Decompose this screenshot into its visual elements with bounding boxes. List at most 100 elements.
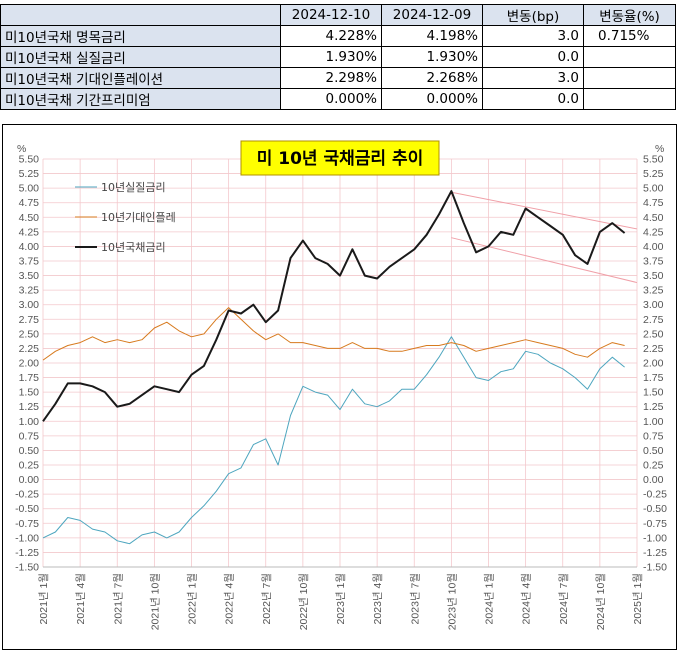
x-tick-label: 2022년 4월 xyxy=(224,573,236,624)
y-tick-label-right: 1.00 xyxy=(643,416,664,428)
header-cell-date-previous: 2024-12-09 xyxy=(381,4,483,26)
x-tick-label: 2022년 1월 xyxy=(187,573,199,624)
y-tick-label-right: -0.75 xyxy=(643,518,667,530)
y-unit-left: % xyxy=(17,143,26,155)
grid xyxy=(42,158,638,568)
legend: 10년실질금리 10년기대인플레 10년국채금리 xyxy=(75,181,176,254)
y-tick-label-left: 0.25 xyxy=(19,460,40,472)
row-value-previous: 1.930% xyxy=(381,46,483,68)
row-change-pct xyxy=(583,88,676,110)
series-line xyxy=(42,190,626,422)
row-value-previous: 0.000% xyxy=(381,88,483,110)
row-change-bp: 3.0 xyxy=(482,67,584,89)
y-tick-label-right: -1.00 xyxy=(643,532,667,544)
x-tick-label: 2022년 10월 xyxy=(298,573,310,630)
y-tick-label-right: -1.25 xyxy=(643,547,667,559)
x-tick-label: 2021년 4월 xyxy=(75,573,87,624)
row-value-previous: 2.268% xyxy=(381,67,483,89)
legend-label: 10년기대인플레 xyxy=(101,211,176,224)
row-value-current: 4.228% xyxy=(280,25,382,47)
y-axis-right: -1.50 -1.25 -1.00 -0.75 -0.50 -0.25 0.00 0.25 0.… xyxy=(643,154,667,574)
y-tick-label-right: 4.00 xyxy=(643,241,664,253)
y-tick-label-right: 2.75 xyxy=(643,314,664,326)
header-cell-change-bp: 변동(bp) xyxy=(482,4,584,26)
y-tick-label-left: 4.75 xyxy=(19,197,40,209)
y-tick-label-left: 4.25 xyxy=(19,226,40,238)
y-tick-label-right: 3.75 xyxy=(643,256,664,268)
y-tick-label-right: 3.50 xyxy=(643,270,664,282)
y-tick-label-left: -1.25 xyxy=(15,547,39,559)
y-tick-label-left: -0.25 xyxy=(15,489,39,501)
series-line xyxy=(42,336,625,545)
legend-label: 10년국채금리 xyxy=(101,241,166,254)
row-change-pct xyxy=(583,46,676,68)
y-tick-label-right: 3.00 xyxy=(643,299,664,311)
row-change-bp: 3.0 xyxy=(482,25,584,47)
row-value-previous: 4.198% xyxy=(381,25,483,47)
series-line xyxy=(42,307,625,361)
y-tick-label-right: 4.50 xyxy=(643,212,664,224)
y-tick-label-right: 1.75 xyxy=(643,372,664,384)
chart-title-text: 미 10년 국채금리 추이 xyxy=(257,149,424,169)
y-tick-label-right: 5.00 xyxy=(643,183,664,195)
rate-summary-table: 2024-12-10 2024-12-09 변동(bp) 변동율(%) 미10년… xyxy=(0,4,676,110)
y-tick-label-right: 1.50 xyxy=(643,387,664,399)
y-tick-label-left: 1.50 xyxy=(19,387,40,399)
y-tick-label-left: 0.75 xyxy=(19,430,40,442)
header-cell-date-current: 2024-12-10 xyxy=(280,4,382,26)
y-tick-label-right: 0.00 xyxy=(643,474,664,486)
table-header-row: 2024-12-10 2024-12-09 변동(bp) 변동율(%) xyxy=(0,4,676,26)
x-tick-label: 2025년 1월 xyxy=(632,573,644,624)
row-change-bp: 0.0 xyxy=(482,88,584,110)
y-tick-label-left: 4.50 xyxy=(19,212,40,224)
y-tick-label-left: 2.50 xyxy=(19,328,40,340)
y-tick-label-left: 5.25 xyxy=(19,168,40,180)
y-tick-label-left: -0.75 xyxy=(15,518,39,530)
row-value-current: 0.000% xyxy=(280,88,382,110)
y-tick-label-right: 5.50 xyxy=(643,154,664,166)
trend-line-upper xyxy=(451,191,638,230)
y-tick-label-right: 0.25 xyxy=(643,460,664,472)
y-tick-label-right: 5.25 xyxy=(643,168,664,180)
y-tick-label-left: -1.00 xyxy=(15,532,39,544)
chart-title: 미 10년 국채금리 추이 xyxy=(240,140,440,176)
row-value-current: 1.930% xyxy=(280,46,382,68)
trend-channel xyxy=(451,191,638,284)
x-axis: 2021년 1월 2021년 4월 2021년 7월 2021년 10월 2022년 1… xyxy=(38,573,644,630)
header-cell-change-pct: 변동율(%) xyxy=(583,4,676,26)
y-tick-label-left: 2.00 xyxy=(19,358,40,370)
x-tick-label: 2023년 7월 xyxy=(409,573,421,624)
y-tick-label-left: 5.50 xyxy=(19,154,40,166)
y-tick-label-left: 2.75 xyxy=(19,314,40,326)
x-tick-label: 2022년 7월 xyxy=(261,573,273,624)
legend-label: 10년실질금리 xyxy=(101,181,166,194)
x-tick-label: 2024년 4월 xyxy=(521,573,533,624)
y-tick-label-left: 2.25 xyxy=(19,343,40,355)
table-row: 미10년국채 기대인플레이션 2.298% 2.268% 3.0 xyxy=(0,67,676,89)
row-change-pct xyxy=(583,67,676,89)
row-label: 미10년국채 명목금리 xyxy=(0,25,281,47)
table-row: 미10년국채 명목금리 4.228% 4.198% 3.0 0.715% xyxy=(0,25,676,47)
x-tick-label: 2024년 1월 xyxy=(484,573,496,624)
row-label: 미10년국채 기간프리미엄 xyxy=(0,88,281,110)
chart-title-box xyxy=(240,140,440,176)
y-unit-right: % xyxy=(655,143,664,155)
y-tick-label-right: -0.25 xyxy=(643,489,667,501)
x-tick-label: 2021년 1월 xyxy=(38,573,50,624)
y-tick-label-right: -1.50 xyxy=(643,562,667,574)
y-tick-label-right: 4.75 xyxy=(643,197,664,209)
y-tick-label-left: 1.00 xyxy=(19,416,40,428)
y-tick-label-right: 0.75 xyxy=(643,430,664,442)
table-row: 미10년국채 실질금리 1.930% 1.930% 0.0 xyxy=(0,46,676,68)
y-tick-label-left: 0.50 xyxy=(19,445,40,457)
y-tick-label-right: 0.50 xyxy=(643,445,664,457)
y-tick-label-left: 3.25 xyxy=(19,285,40,297)
row-label: 미10년국채 기대인플레이션 xyxy=(0,67,281,89)
row-change-bp: 0.0 xyxy=(482,46,584,68)
y-tick-label-left: 0.00 xyxy=(19,474,40,486)
trend-line-lower xyxy=(451,237,638,284)
y-tick-label-left: 5.00 xyxy=(19,183,40,195)
y-tick-label-left: -0.50 xyxy=(15,503,39,515)
x-tick-label: 2021년 7월 xyxy=(112,573,124,624)
y-tick-label-left: 1.75 xyxy=(19,372,40,384)
